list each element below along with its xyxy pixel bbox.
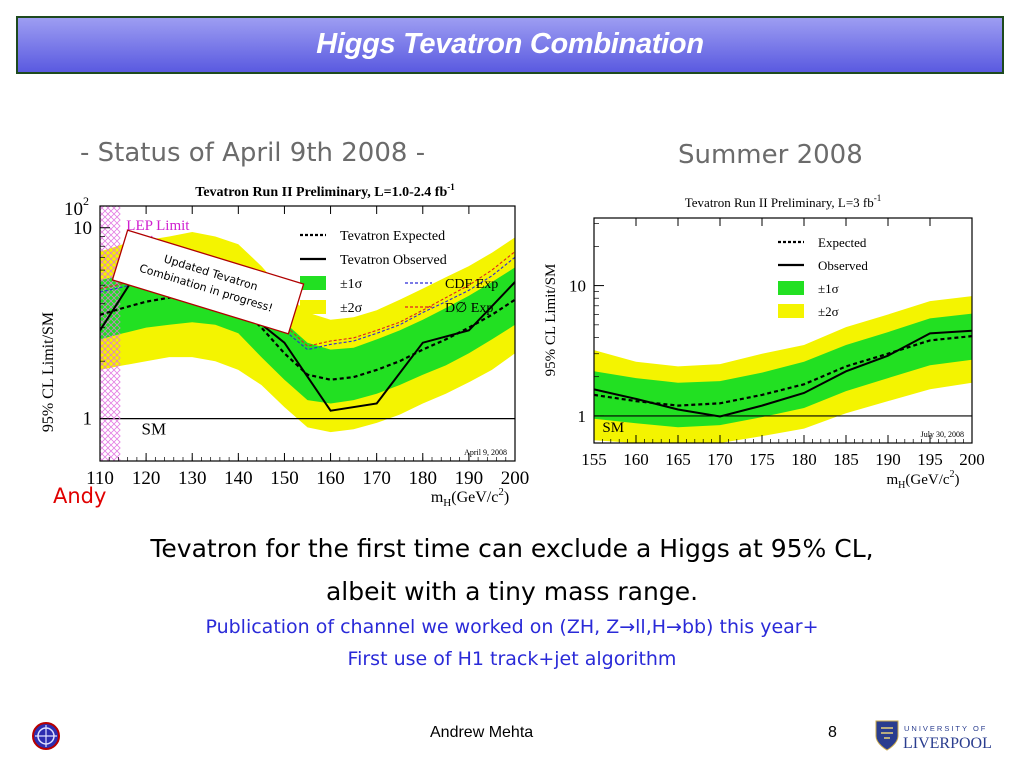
liverpool-logo-icon: UNIVERSITY OF LIVERPOOL bbox=[875, 720, 992, 752]
y-tick-label: 10 bbox=[569, 277, 586, 296]
author-tag: Andy bbox=[53, 484, 107, 508]
chart1-ytick-top: 102 bbox=[64, 194, 89, 220]
x-tick-label: 160 bbox=[316, 468, 345, 489]
band-1sigma bbox=[594, 313, 972, 428]
chart1-title: Tevatron Run II Preliminary, L=1.0-2.4 f… bbox=[195, 182, 455, 200]
x-tick-label: 195 bbox=[917, 450, 943, 469]
legend-2sigma-swatch bbox=[778, 304, 804, 318]
x-tick-label: 185 bbox=[833, 450, 859, 469]
legend-d0-label: D∅ Exp bbox=[445, 301, 493, 316]
d0-logo-icon bbox=[32, 722, 60, 750]
x-tick-label: 150 bbox=[270, 468, 299, 489]
slide-title: Higgs Tevatron Combination bbox=[316, 28, 704, 60]
title-bar: Higgs Tevatron Combination bbox=[16, 16, 1004, 74]
x-tick-label: 180 bbox=[409, 468, 438, 489]
blue-text-line2: First use of H1 track+jet algorithm bbox=[347, 648, 677, 670]
chart1-plot-area: 110 120 130 140 150 160 170 180 190 200110SMApril… bbox=[73, 205, 530, 489]
x-tick-label: 200 bbox=[959, 450, 985, 469]
footer-author: Andrew Mehta bbox=[430, 724, 534, 741]
left-caption: - Status of April 9th 2008 - bbox=[80, 138, 426, 168]
svg-text:UNIVERSITY OF: UNIVERSITY OF bbox=[904, 724, 987, 733]
x-tick-label: 120 bbox=[132, 468, 161, 489]
x-tick-label: 175 bbox=[749, 450, 775, 469]
legend-1sigma-swatch bbox=[778, 281, 804, 295]
legend-1sigma-label: ±1σ bbox=[818, 281, 839, 296]
x-tick-label: 200 bbox=[501, 468, 530, 489]
legend-2sigma-label: ±2σ bbox=[340, 301, 363, 316]
y-tick-label: 10 bbox=[73, 218, 92, 239]
annotation-frame bbox=[111, 229, 305, 335]
x-tick-label: 190 bbox=[875, 450, 901, 469]
chart2-ylabel: 95% CL Limit/SM bbox=[543, 264, 559, 377]
observed-line bbox=[594, 329, 972, 418]
x-tick-label: 190 bbox=[455, 468, 484, 489]
page-number: 8 bbox=[828, 724, 837, 741]
blue-text-line1: Publication of channel we worked on (ZH,… bbox=[205, 616, 819, 638]
legend-expected-label: Expected bbox=[818, 235, 867, 250]
main-text-line1: Tevatron for the first time can exclude … bbox=[150, 534, 874, 563]
lep-excluded-region bbox=[100, 206, 121, 461]
chart1-xlabel: mH(GeV/c2) bbox=[431, 486, 509, 509]
legend-1sigma-label: ±1σ bbox=[340, 277, 363, 292]
y-tick-label: 1 bbox=[578, 407, 587, 426]
legend-2sigma-label: ±2σ bbox=[818, 304, 839, 319]
x-tick-label: 170 bbox=[362, 468, 391, 489]
plot-frame bbox=[99, 205, 516, 462]
chart-april-2008: Tevatron Run II Preliminary, L=1.0-2.4 f… bbox=[40, 182, 530, 509]
x-tick-label: 130 bbox=[178, 468, 207, 489]
legend-observed-label: Tevatron Observed bbox=[340, 253, 447, 268]
x-tick-label: 170 bbox=[707, 450, 733, 469]
chart2-title: Tevatron Run II Preliminary, L=3 fb-1 bbox=[685, 193, 881, 210]
chart2-plot-area: 155 160 165 170 175 180 185 190 195 200 1 10 SM July … bbox=[569, 217, 985, 469]
main-text-line2: albeit with a tiny mass range. bbox=[325, 577, 699, 606]
chart2-xlabel: mH(GeV/c2) bbox=[886, 469, 959, 491]
date-label: April 9, 2008 bbox=[464, 448, 507, 457]
legend-cdf-label: CDF Exp bbox=[445, 277, 498, 292]
right-caption: Summer 2008 bbox=[678, 140, 863, 170]
legend-2sigma-swatch bbox=[300, 300, 326, 314]
x-tick-label: 110 bbox=[86, 468, 114, 489]
y-tick-label: 1 bbox=[83, 409, 93, 430]
chart-summer-2008: Tevatron Run II Preliminary, L=3 fb-1 15… bbox=[543, 193, 985, 491]
lep-limit-label: LEP Limit bbox=[126, 218, 190, 234]
x-tick-label: 180 bbox=[791, 450, 817, 469]
date-label: July 30, 2008 bbox=[921, 430, 964, 439]
sm-label: SM bbox=[602, 420, 624, 436]
sm-label: SM bbox=[142, 420, 167, 439]
plot-frame bbox=[593, 217, 973, 444]
x-tick-label: 155 bbox=[581, 450, 607, 469]
x-tick-label: 140 bbox=[224, 468, 253, 489]
svg-text:LIVERPOOL: LIVERPOOL bbox=[903, 735, 992, 752]
x-tick-label: 160 bbox=[623, 450, 649, 469]
x-tick-label: 165 bbox=[665, 450, 691, 469]
legend-1sigma-swatch bbox=[300, 276, 326, 290]
chart1-ylabel: 95% CL Limit/SM bbox=[40, 312, 57, 432]
legend-observed-label: Observed bbox=[818, 258, 868, 273]
legend-expected-label: Tevatron Expected bbox=[340, 229, 445, 244]
